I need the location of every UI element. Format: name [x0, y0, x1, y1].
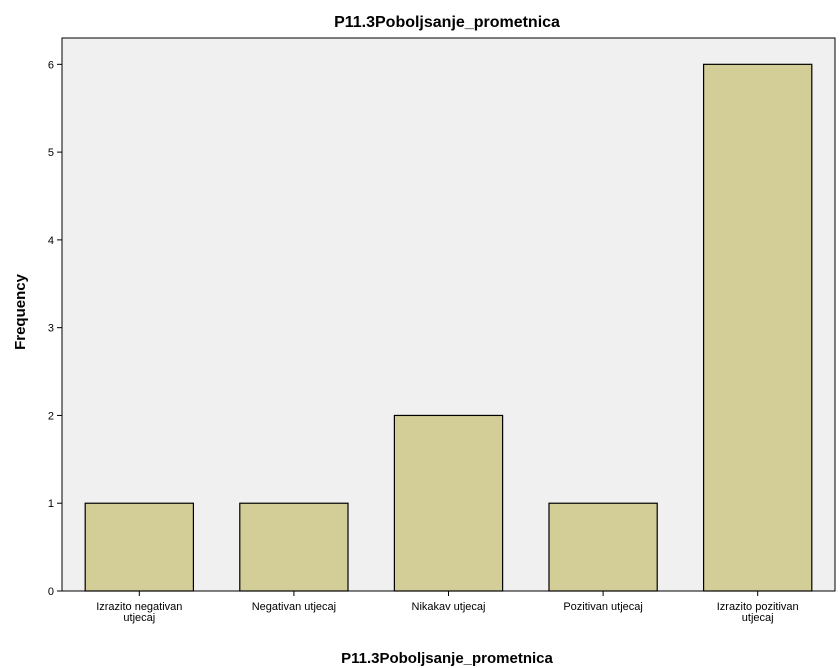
x-tick-label-line: Izrazito pozitivan — [717, 601, 799, 613]
bar-4 — [548, 502, 658, 592]
y-tick-label: 0 — [48, 586, 54, 598]
y-tick-label: 1 — [48, 498, 54, 510]
x-tick-label: Nikakav utjecaj — [412, 601, 486, 613]
x-tick-label: Izrazito negativan utjecaj — [96, 601, 182, 624]
bar-2 — [239, 502, 349, 592]
y-tick-label: 3 — [48, 323, 54, 335]
x-tick-label-line: utjecaj — [742, 612, 774, 624]
x-axis-label: P11.3Poboljsanje_prometnica — [341, 650, 553, 667]
x-tick-label-line: Nikakav utjecaj — [412, 601, 486, 613]
bar-3 — [393, 414, 504, 592]
x-tick-label-line: utjecaj — [123, 612, 155, 624]
bar-5 — [702, 63, 813, 592]
y-tick-label: 6 — [48, 59, 54, 71]
x-tick-label-line: Izrazito negativan — [96, 601, 182, 613]
y-tick-label: 5 — [48, 147, 54, 159]
bars-group — [84, 63, 813, 592]
chart-title: P11.3Poboljsanje_prometnica — [334, 14, 560, 31]
bar-1 — [84, 502, 195, 592]
y-axis-label: Frequency — [12, 273, 29, 350]
y-tick-label: 4 — [48, 235, 54, 247]
y-tick-label: 2 — [48, 410, 54, 422]
x-tick-label: Negativan utjecaj — [252, 601, 336, 613]
x-tick-label: Pozitivan utjecaj — [563, 601, 643, 613]
y-axis: 0 1 2 3 4 5 6 — [48, 59, 62, 598]
x-tick-label-line: Negativan utjecaj — [252, 601, 336, 613]
x-tick-label: Izrazito pozitivan utjecaj — [717, 601, 799, 624]
x-tick-label-line: Pozitivan utjecaj — [563, 601, 643, 613]
